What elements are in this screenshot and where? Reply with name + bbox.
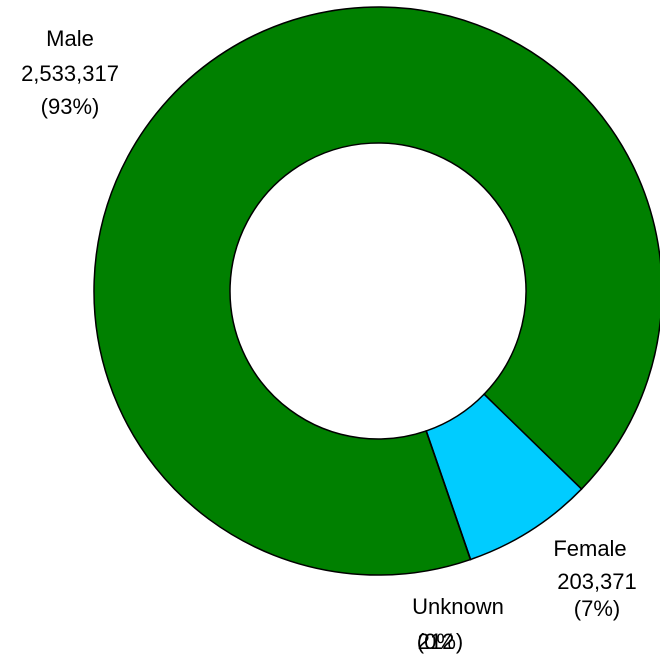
donut-slice: [425, 429, 472, 561]
category-label: Unknown: [412, 594, 504, 619]
value-label: 203,371: [557, 569, 637, 594]
value-label: 212: [418, 629, 455, 654]
percent-label: (7%): [574, 596, 620, 621]
category-label: Male: [46, 26, 94, 51]
percent-label: (0%): [417, 629, 463, 654]
value-label: 2,533,317: [21, 61, 119, 86]
category-label: Female: [553, 536, 626, 561]
percent-label: (93%): [41, 94, 100, 119]
donut-slice: [93, 6, 660, 576]
